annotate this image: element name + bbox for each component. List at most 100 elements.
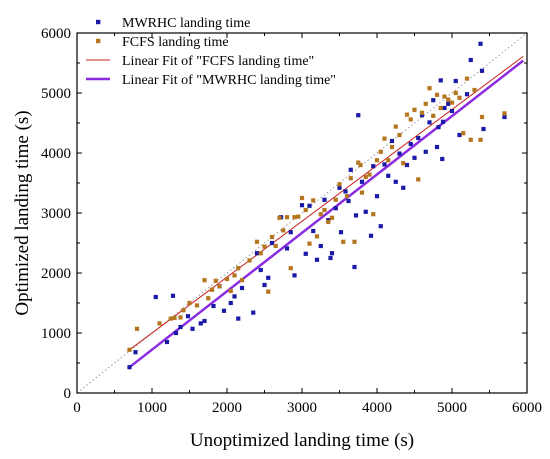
data-points <box>127 41 507 370</box>
point-s1-60 <box>401 161 406 166</box>
x-tick-label-0: 0 <box>73 400 81 416</box>
point-s1-11 <box>209 287 215 292</box>
point-s0-59 <box>404 162 410 168</box>
point-s0-56 <box>393 179 398 184</box>
point-s0-54 <box>386 173 391 178</box>
point-s1-58 <box>393 124 398 129</box>
point-s1-27 <box>281 228 286 233</box>
point-s1-62 <box>408 117 413 122</box>
point-s0-27 <box>292 273 297 278</box>
point-s0-81 <box>481 126 486 132</box>
point-s0-6 <box>178 324 183 330</box>
point-s0-11 <box>211 303 216 309</box>
point-s1-52 <box>371 212 376 217</box>
point-s1-67 <box>427 86 432 91</box>
legend-marker-1 <box>96 38 101 44</box>
point-s1-37 <box>318 212 323 217</box>
point-s0-58 <box>401 185 406 190</box>
point-s0-39 <box>337 185 342 190</box>
point-s0-46 <box>356 113 361 118</box>
point-s1-14 <box>224 276 230 282</box>
point-s1-40 <box>329 215 335 220</box>
point-s1-73 <box>449 100 455 105</box>
point-s0-55 <box>389 138 395 144</box>
point-s1-75 <box>457 95 462 100</box>
point-s0-48 <box>363 209 368 214</box>
y-tick-label-0: 0 <box>64 386 72 402</box>
point-s0-65 <box>427 120 432 125</box>
legend-label-1: FCFS landing time <box>122 35 229 50</box>
point-s0-53 <box>382 162 387 167</box>
point-s0-5 <box>173 330 179 336</box>
point-s0-49 <box>368 233 374 238</box>
point-s1-20 <box>254 239 260 244</box>
point-s0-10 <box>202 318 207 324</box>
point-s1-38 <box>322 207 327 213</box>
point-s0-74 <box>449 108 455 114</box>
point-s0-25 <box>284 246 290 251</box>
legend-marker-0 <box>96 19 101 25</box>
point-s1-78 <box>468 137 473 142</box>
point-s1-15 <box>228 288 233 294</box>
point-s0-19 <box>254 251 260 256</box>
point-s1-35 <box>311 198 316 203</box>
fit-line-3 <box>128 59 525 369</box>
point-s0-29 <box>303 251 308 256</box>
x-tick-label-6: 6000 <box>512 400 542 416</box>
x-tick-label-2: 2000 <box>212 400 242 416</box>
x-tick-label-1: 1000 <box>137 400 167 416</box>
y-axis-title: Optimized landing time (s) <box>12 110 33 315</box>
y-tick-label-2: 2000 <box>41 266 71 282</box>
point-s0-34 <box>322 197 327 202</box>
point-s0-77 <box>464 92 470 97</box>
point-s1-21 <box>258 251 263 256</box>
tick-labels: 0 1000 2000 3000 4000 5000 6000 0 1000 2000 3000 40… <box>41 26 542 416</box>
point-s0-42 <box>346 198 351 204</box>
point-s1-53 <box>374 158 380 163</box>
point-s1-6 <box>181 308 186 313</box>
point-s0-37 <box>329 251 335 256</box>
point-s1-28 <box>284 215 290 220</box>
point-s0-71 <box>440 119 446 124</box>
point-s1-39 <box>326 219 331 225</box>
point-s1-59 <box>397 132 402 138</box>
y-tick-label-3: 3000 <box>41 206 71 222</box>
point-s1-47 <box>356 160 361 165</box>
point-s0-32 <box>314 257 320 262</box>
point-s0-23 <box>269 240 275 246</box>
point-s0-9 <box>198 321 203 326</box>
point-s1-44 <box>344 194 350 199</box>
point-s0-8 <box>190 326 195 331</box>
point-s0-28 <box>299 203 305 208</box>
point-s1-24 <box>269 234 275 240</box>
point-s1-77 <box>464 76 470 81</box>
point-s0-68 <box>436 125 441 130</box>
point-s0-47 <box>359 179 365 184</box>
point-s1-12 <box>213 278 218 283</box>
point-s1-3 <box>168 316 173 321</box>
axis-titles: Unoptimized landing time (s) Optimized la… <box>12 110 414 451</box>
point-s1-82 <box>502 111 507 116</box>
point-s0-76 <box>457 132 462 138</box>
point-s1-63 <box>412 107 417 112</box>
point-s1-1 <box>134 326 140 331</box>
point-s1-10 <box>206 296 211 301</box>
point-s1-76 <box>461 131 466 136</box>
point-s1-8 <box>194 303 200 308</box>
point-s1-26 <box>277 215 282 220</box>
point-s0-82 <box>502 114 507 120</box>
point-s1-29 <box>288 266 293 271</box>
point-s1-16 <box>232 273 237 278</box>
point-s0-67 <box>434 144 440 150</box>
point-s1-70 <box>438 105 443 111</box>
point-s1-41 <box>333 197 338 202</box>
point-s1-68 <box>431 113 436 118</box>
point-s1-7 <box>187 300 192 306</box>
point-s0-69 <box>438 78 443 83</box>
point-s0-41 <box>343 189 348 194</box>
point-s1-66 <box>423 101 428 106</box>
point-s1-30 <box>292 215 297 220</box>
y-tick-label-5: 5000 <box>41 86 71 102</box>
point-s0-64 <box>423 149 428 154</box>
